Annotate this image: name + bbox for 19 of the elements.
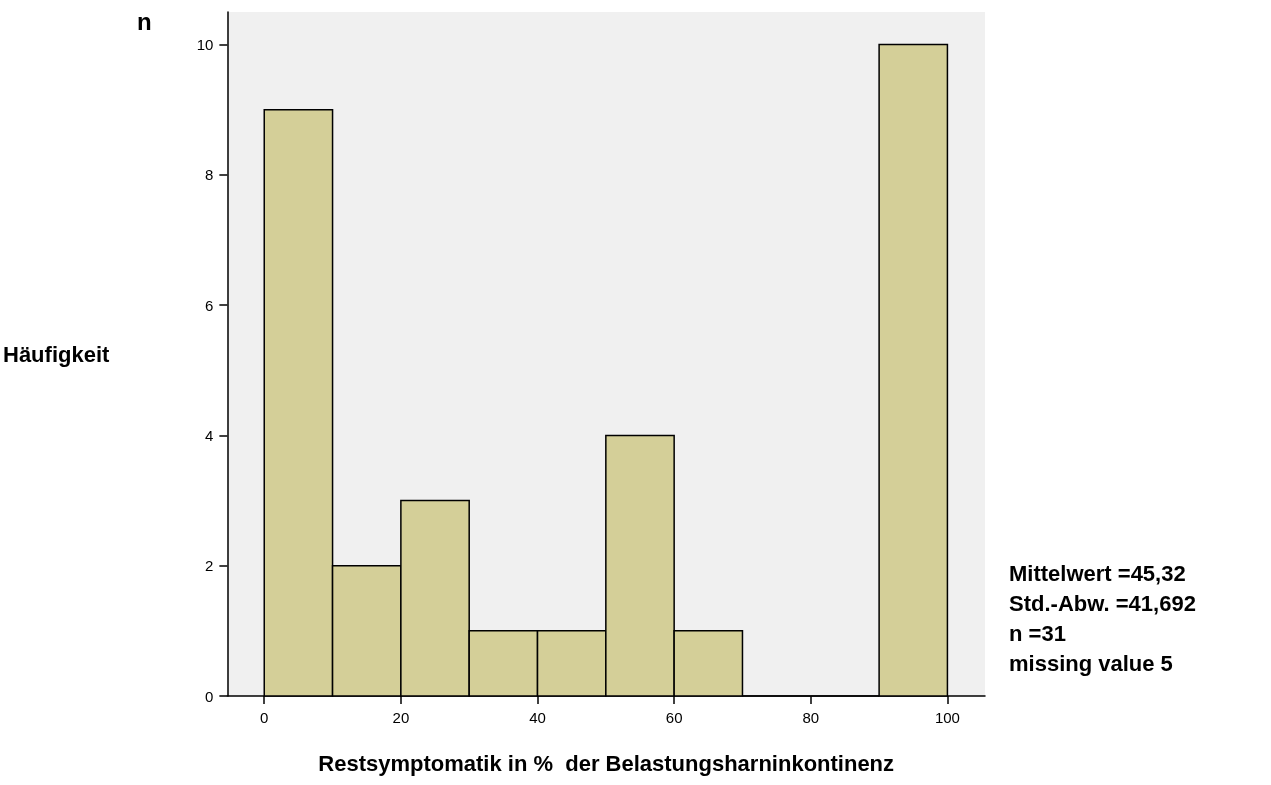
x-tick-label: 0 xyxy=(260,709,269,726)
x-tick-label: 60 xyxy=(665,709,683,726)
y-tick-label: 0 xyxy=(205,687,214,705)
x-tick-label: 40 xyxy=(529,709,546,726)
chart-title: n xyxy=(137,7,152,35)
y-tick-label: 4 xyxy=(205,426,214,444)
x-tick-label: 80 xyxy=(802,709,820,726)
x-tick-label: 20 xyxy=(392,709,410,726)
text: Std.-Abw. =41,692 xyxy=(1009,590,1196,616)
y-axis-title: Häufigkeit xyxy=(2,341,111,367)
y-tick-label: 2 xyxy=(205,557,214,575)
text: Mittelwert =45,32 xyxy=(1009,560,1186,586)
x-tick-label: 100 xyxy=(934,709,960,726)
text: missing value 5 xyxy=(1009,650,1173,676)
text: n =31 xyxy=(1009,620,1066,646)
y-tick-label: 8 xyxy=(205,166,214,184)
x-axis-title: Restsymptomatik in % der Belastungsharninkontinenz xyxy=(318,750,895,776)
y-tick-label: 10 xyxy=(196,36,214,54)
y-tick-label: 6 xyxy=(205,296,214,314)
